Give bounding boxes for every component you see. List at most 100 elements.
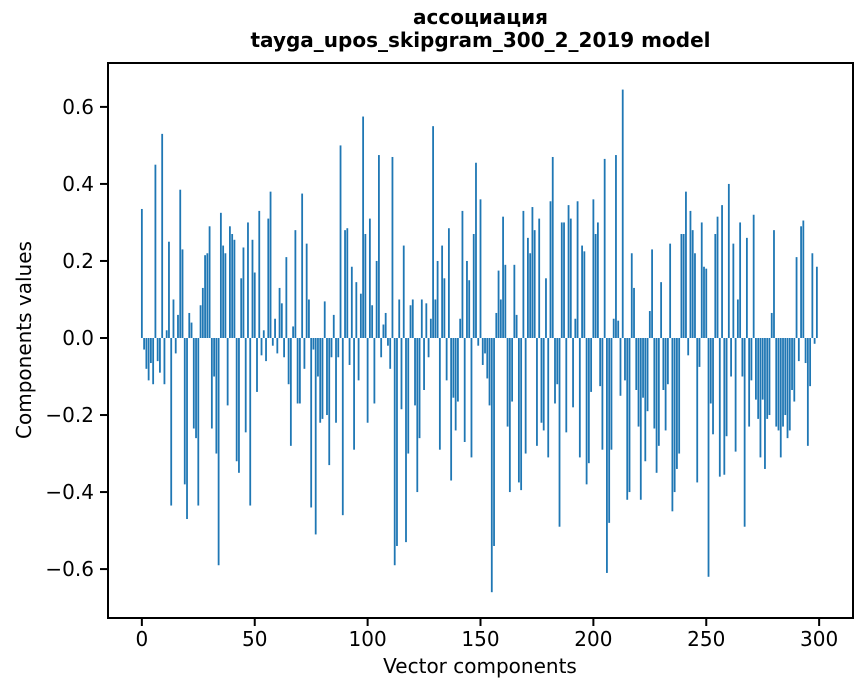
x-tick-label: 100 [349, 627, 387, 651]
bar [732, 243, 735, 338]
bar [368, 218, 371, 338]
bar [811, 253, 814, 338]
bar [461, 210, 464, 338]
bar [154, 164, 157, 338]
bar [791, 338, 793, 390]
bar [687, 338, 690, 356]
bar [149, 338, 152, 364]
bar [585, 338, 588, 485]
bar [696, 338, 699, 483]
bar [755, 338, 757, 400]
bar [644, 338, 647, 462]
bar [265, 338, 267, 362]
bar [682, 234, 685, 338]
bar [569, 218, 572, 338]
bar [258, 210, 261, 338]
bar [375, 260, 378, 338]
bar [238, 338, 240, 473]
bar [199, 305, 202, 338]
chart-title: ассоциация tayga_upos_skipgram_300_2_201… [108, 6, 853, 51]
bar [459, 318, 462, 338]
y-tick-label: −0.2 [45, 403, 94, 427]
bar [348, 338, 351, 365]
bar [703, 266, 705, 338]
bar [366, 338, 369, 423]
bar [393, 338, 396, 566]
bar [490, 338, 493, 593]
bar [188, 312, 191, 338]
bar [545, 278, 547, 338]
bar [745, 237, 748, 338]
bar [691, 230, 694, 338]
y-axis-label: Components values [12, 241, 36, 439]
bar [425, 303, 428, 338]
bar [603, 158, 606, 338]
bar [804, 338, 807, 364]
bar [463, 338, 466, 442]
bar [560, 222, 563, 338]
bar [280, 303, 283, 338]
bar [499, 299, 502, 338]
bar [502, 216, 504, 338]
bar [414, 338, 416, 406]
bar [612, 318, 615, 338]
bar [161, 133, 164, 338]
bar [319, 338, 322, 423]
bar [554, 338, 556, 404]
bar [328, 338, 331, 466]
bar [145, 338, 148, 369]
bar [651, 249, 653, 338]
bar [143, 338, 146, 350]
bar [768, 338, 771, 416]
bar [475, 162, 477, 338]
bar [210, 338, 213, 429]
bar [140, 208, 143, 338]
bar [303, 338, 306, 369]
bar [323, 301, 326, 338]
bar [317, 338, 319, 377]
bar [698, 338, 701, 367]
bar [298, 338, 301, 404]
bar [752, 214, 755, 338]
bar [362, 116, 365, 338]
x-tick-label: 300 [800, 627, 838, 651]
bar [312, 338, 315, 350]
bar [233, 239, 236, 338]
bar [445, 338, 448, 381]
bar [215, 338, 218, 454]
bar [332, 314, 335, 338]
bar [793, 338, 796, 402]
bar [330, 338, 333, 358]
bar [621, 89, 624, 338]
bar [267, 218, 270, 338]
bar [782, 338, 784, 427]
bar [179, 189, 182, 338]
bar [680, 234, 683, 338]
x-tick-label: 250 [687, 627, 725, 651]
bar [520, 338, 523, 491]
x-tick-label: 50 [242, 627, 267, 651]
bar [709, 338, 712, 404]
bar [556, 338, 559, 385]
bar [339, 145, 342, 338]
bar [224, 253, 227, 338]
bar [201, 287, 204, 338]
bar [156, 338, 159, 362]
bar [206, 253, 209, 338]
bar [172, 299, 175, 338]
bar [567, 205, 570, 338]
chart-title-line-1: ассоциация [413, 5, 548, 29]
bar [547, 338, 550, 458]
bar [578, 338, 581, 458]
bar [486, 338, 489, 379]
bar [508, 338, 511, 493]
bar [357, 338, 360, 381]
bar [524, 338, 527, 454]
bar [226, 338, 229, 406]
bar [565, 338, 568, 433]
bar [493, 338, 495, 546]
bar [195, 338, 197, 439]
bar [610, 338, 613, 450]
bar [405, 338, 407, 543]
bar [235, 338, 238, 462]
